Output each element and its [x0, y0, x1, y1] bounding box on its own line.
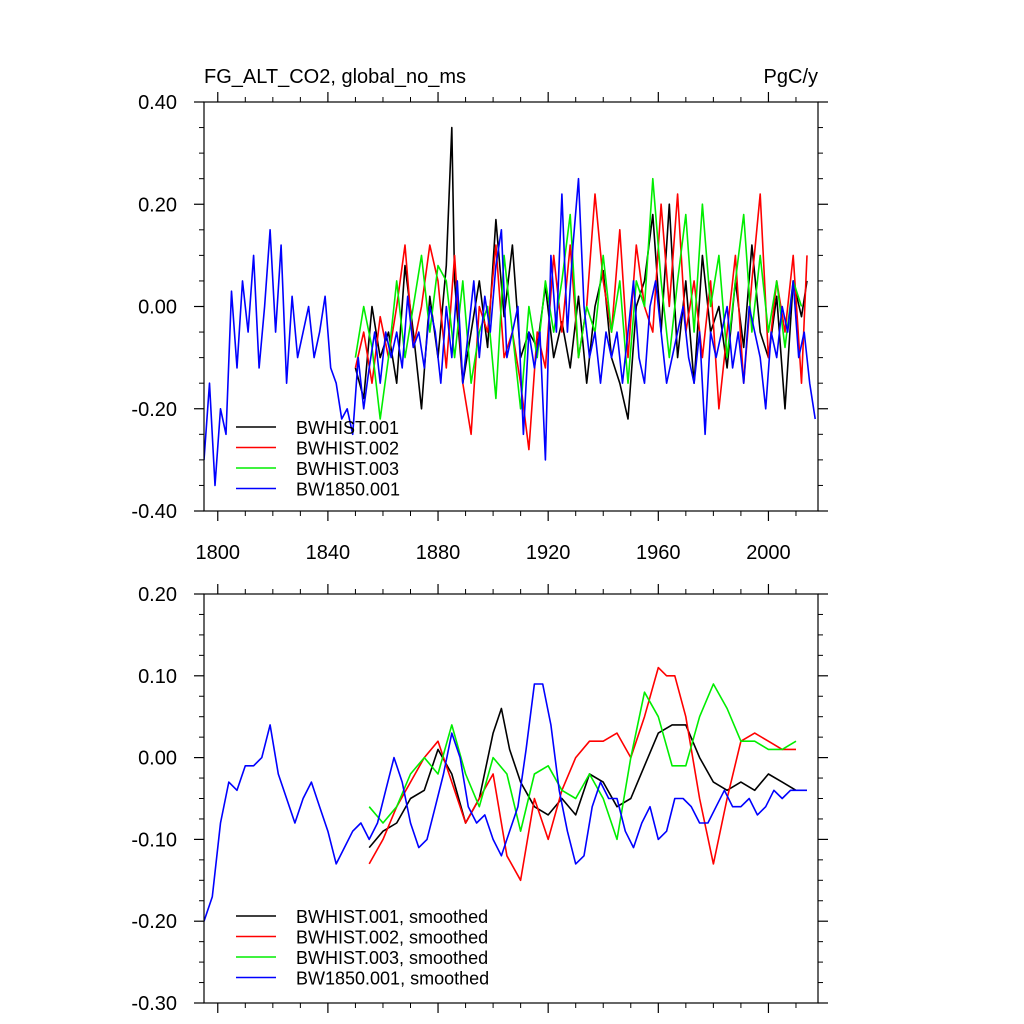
- units-label: PgC/y: [764, 66, 818, 88]
- bottom-plot-area: -0.30 -0.20 -0.10 0.00 0.10 0.20 BWHIST.001, s…: [131, 584, 828, 1015]
- y-tick-label: 0.20: [138, 584, 177, 606]
- bottom-panel: -0.30 -0.20 -0.10 0.00 0.10 0.20 BWHIST.001, s…: [131, 584, 828, 1015]
- series-line: [354, 177, 803, 420]
- legend-label: BW1850.001: [296, 480, 400, 500]
- legend-label: BWHIST.001: [296, 418, 399, 438]
- legend-label: BWHIST.002, smoothed: [296, 928, 488, 948]
- series-line: [368, 666, 796, 882]
- legend-label: BWHIST.002: [296, 439, 399, 459]
- legend-label: BW1850.001, smoothed: [296, 969, 489, 989]
- y-tick-label: -0.20: [131, 399, 177, 421]
- y-tick-label: 0.40: [138, 92, 177, 114]
- x-tick-label: 1960: [636, 542, 681, 564]
- legend-label: BWHIST.003, smoothed: [296, 948, 488, 968]
- x-tick-label: 2000: [746, 542, 791, 564]
- x-tick-label: 1880: [416, 542, 461, 564]
- y-tick-label: -0.40: [131, 501, 177, 523]
- top-plot-area: -0.40 -0.20 0.00 0.20 0.40 1800 1840 1880 1920 19…: [131, 92, 828, 564]
- series-line: [204, 177, 816, 487]
- series-group: [204, 126, 816, 487]
- chart-title: FG_ALT_CO2, global_no_ms: [204, 66, 466, 88]
- y-tick-label: -0.10: [131, 829, 177, 851]
- y-tick-label: -0.20: [131, 911, 177, 933]
- x-tick-label: 1800: [196, 542, 241, 564]
- series-line: [204, 683, 807, 922]
- legend-label: BWHIST.003: [296, 459, 399, 479]
- series-group: [204, 666, 807, 922]
- y-tick-label: 0.10: [138, 666, 177, 688]
- y-tick-label: 0.00: [138, 297, 177, 319]
- x-tick-label: 1920: [526, 542, 571, 564]
- y-tick-label: 0.20: [138, 194, 177, 216]
- y-tick-label: 0.00: [138, 748, 177, 770]
- y-tick-label: -0.30: [131, 993, 177, 1015]
- top-panel: FG_ALT_CO2, global_no_ms PgC/y -0.40 -0.2…: [131, 66, 828, 564]
- legend-label: BWHIST.001, smoothed: [296, 907, 488, 927]
- series-line: [368, 683, 797, 841]
- x-tick-label: 1840: [306, 542, 351, 564]
